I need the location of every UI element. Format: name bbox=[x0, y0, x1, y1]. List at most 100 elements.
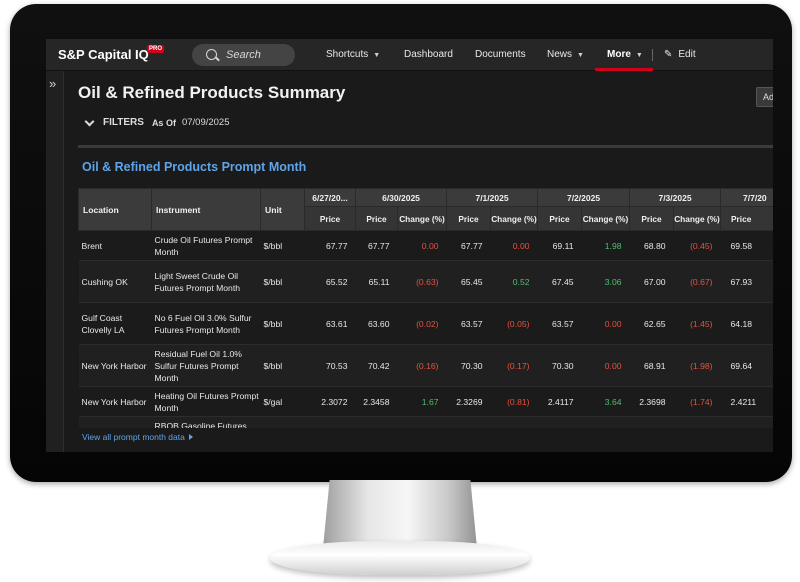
instrument-cell: RBOB Gasoline Futures Prompt Month bbox=[151, 416, 261, 428]
nav-dashboard[interactable]: Dashboard bbox=[404, 49, 453, 60]
instrument-cell: Residual Fuel Oil 1.0% Sulfur Futures Pr… bbox=[151, 344, 261, 387]
nav-more-label: More bbox=[607, 49, 631, 60]
price-cell: 2.4211 bbox=[720, 386, 773, 417]
nav-shortcuts[interactable]: Shortcuts ▼ bbox=[326, 39, 380, 71]
header-date: 7/7/20 bbox=[720, 188, 773, 207]
nav-more[interactable]: More ▼ bbox=[607, 39, 643, 71]
add-button[interactable]: Ad bbox=[756, 87, 773, 107]
table-row[interactable]: Brent Crude Oil Futures Prompt Month $/bbl… bbox=[78, 230, 773, 261]
change-cell: 0.99 bbox=[490, 416, 538, 428]
monitor-stand-neck bbox=[323, 480, 477, 546]
price-cell: 64.18 bbox=[720, 302, 773, 345]
change-cell: 0.00 bbox=[581, 344, 630, 387]
price-cell: 2.3269 bbox=[446, 386, 491, 417]
location-cell: Gulf Coast Clovelly LA bbox=[78, 302, 152, 345]
change-cell: (0.17) bbox=[490, 344, 538, 387]
pencil-icon: ✎ bbox=[664, 49, 673, 60]
price-cell: 65.45 bbox=[446, 260, 491, 303]
nav-edit[interactable]: ✎ Edit bbox=[664, 39, 696, 71]
change-cell: 1.67 bbox=[397, 386, 447, 417]
unit-cell: $/bbl bbox=[260, 260, 305, 303]
table-row[interactable]: New York Harbor Heating Oil Futures Promp… bbox=[78, 386, 773, 417]
prompt-month-table: Location Instrument Unit 6/27/20... 6/30… bbox=[78, 188, 773, 428]
change-cell: (1.98) bbox=[673, 344, 721, 387]
price-cell: 67.77 bbox=[446, 230, 491, 261]
top-navigation: S&P Capital IQ PRO Search Shortcuts ▼ Das… bbox=[46, 39, 773, 71]
monitor-stand-base bbox=[270, 541, 530, 575]
search-box[interactable]: Search bbox=[192, 44, 295, 66]
price-cell: 2.1229 bbox=[537, 416, 582, 428]
nav-documents[interactable]: Documents bbox=[475, 49, 526, 60]
change-cell: 1.08 bbox=[581, 416, 630, 428]
view-all-link[interactable]: View all prompt month data bbox=[82, 432, 193, 442]
price-cell: 69.64 bbox=[720, 344, 773, 387]
header-change: Change (%) bbox=[581, 206, 631, 231]
unit-cell: $/gal bbox=[260, 416, 305, 428]
change-cell: (0.81) bbox=[490, 386, 538, 417]
change-cell: (0.63) bbox=[397, 260, 447, 303]
price-cell: 63.57 bbox=[446, 302, 491, 345]
header-price: Price bbox=[446, 206, 492, 231]
nav-news[interactable]: News ▼ bbox=[547, 39, 584, 71]
header-price: Price bbox=[537, 206, 583, 231]
table-row[interactable]: Gulf Coast Clovelly LA No 6 Fuel Oil 3.0%… bbox=[78, 302, 773, 345]
pro-badge: PRO bbox=[147, 45, 165, 53]
header-unit[interactable]: Unit bbox=[260, 188, 305, 231]
asof-label: As Of bbox=[151, 117, 176, 128]
change-cell: (0.05) bbox=[490, 302, 538, 345]
price-cell: 69.11 bbox=[537, 230, 582, 261]
location-cell: Cushing OK bbox=[78, 260, 152, 303]
price-cell: 63.57 bbox=[537, 302, 582, 345]
active-tab-indicator bbox=[595, 68, 653, 71]
instrument-cell: Crude Oil Futures Prompt Month bbox=[151, 230, 261, 261]
section-title: Oil & Refined Products Prompt Month bbox=[82, 160, 307, 174]
price-cell: 2.1522 bbox=[720, 416, 773, 428]
app-logo[interactable]: S&P Capital IQ bbox=[58, 47, 149, 62]
app-screen: S&P Capital IQ PRO Search Shortcuts ▼ Das… bbox=[46, 39, 773, 452]
table-row[interactable]: Cushing OK Light Sweet Crude Oil Futures … bbox=[78, 260, 773, 303]
change-cell: 0.00 bbox=[397, 230, 447, 261]
expand-sidebar-icon[interactable]: » bbox=[49, 76, 57, 91]
unit-cell: $/bbl bbox=[260, 344, 305, 387]
change-cell: 3.64 bbox=[581, 386, 630, 417]
header-price: Price bbox=[629, 206, 675, 231]
price-cell: 69.58 bbox=[720, 230, 773, 261]
price-cell: 65.11 bbox=[355, 260, 398, 303]
chevron-down-icon bbox=[84, 116, 95, 126]
price-cell: 62.65 bbox=[629, 302, 674, 345]
header-location[interactable]: Location bbox=[78, 188, 152, 231]
change-cell: (0.20) bbox=[673, 416, 721, 428]
table-body: Brent Crude Oil Futures Prompt Month $/bbl… bbox=[78, 230, 773, 428]
price-cell: 67.45 bbox=[537, 260, 582, 303]
price-cell: 65.52 bbox=[304, 260, 356, 303]
header-change: Change (%) bbox=[396, 206, 448, 231]
price-cell: 2.1003 bbox=[446, 416, 491, 428]
change-cell: 0.00 bbox=[490, 230, 538, 261]
location-cell: New York Harbor bbox=[78, 416, 152, 428]
instrument-cell: Light Sweet Crude Oil Futures Prompt Mon… bbox=[151, 260, 261, 303]
instrument-cell: Heating Oil Futures Prompt Month bbox=[151, 386, 261, 417]
filters-toggle[interactable]: FILTERS As Of 07/09/2025 bbox=[84, 116, 230, 128]
price-cell: 67.93 bbox=[720, 260, 773, 303]
unit-cell: $/bbl bbox=[260, 230, 305, 261]
price-cell: 70.53 bbox=[304, 344, 356, 387]
chevron-down-icon: ▼ bbox=[373, 52, 381, 59]
price-cell: 63.61 bbox=[304, 302, 356, 345]
table-row[interactable]: New York HarborRBOB Gasoline Futures Pro… bbox=[78, 416, 773, 428]
table-row[interactable]: New York Harbor Residual Fuel Oil 1.0% Su… bbox=[78, 344, 773, 387]
change-cell: (0.16) bbox=[397, 344, 447, 387]
price-cell: 67.77 bbox=[355, 230, 398, 261]
change-cell: (0.02) bbox=[397, 302, 447, 345]
change-cell: 0.52 bbox=[490, 260, 538, 303]
search-icon bbox=[206, 49, 217, 60]
price-cell: 2.4117 bbox=[537, 386, 582, 417]
header-instrument[interactable]: Instrument bbox=[151, 188, 261, 231]
price-cell: 2.3072 bbox=[304, 386, 356, 417]
asof-date: 07/09/2025 bbox=[181, 117, 230, 128]
price-cell: 70.30 bbox=[537, 344, 582, 387]
header-price: Price bbox=[720, 206, 773, 231]
monitor-bezel: S&P Capital IQ PRO Search Shortcuts ▼ Das… bbox=[10, 4, 792, 482]
page-title: Oil & Refined Products Summary bbox=[78, 83, 346, 102]
change-cell: (1.74) bbox=[673, 386, 721, 417]
nav-edit-label: Edit bbox=[678, 49, 696, 60]
